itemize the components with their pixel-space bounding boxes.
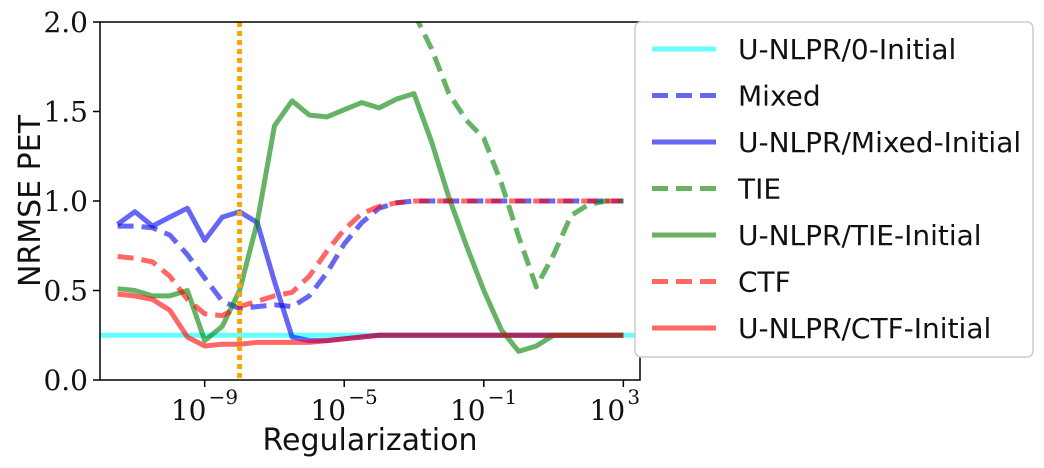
legend-label-mixed: Mixed: [738, 80, 821, 113]
y-axis-title: NRMSE PET: [13, 114, 48, 287]
legend-label-u-nlpr-ctf-initial: U-NLPR/CTF-Initial: [738, 312, 991, 345]
series-line-u-nlpr-ctf-initial: [117, 291, 624, 349]
y-tick-label: 1.5: [43, 96, 88, 129]
y-tick-label: 2.0: [43, 6, 88, 39]
y-tick-label: 0.0: [43, 364, 88, 397]
legend-label-u-nlpr-mixed-initial: U-NLPR/Mixed-Initial: [738, 126, 1021, 159]
legend-box: [634, 21, 1034, 358]
series-layer: [100, 22, 640, 354]
x-axis: 10 −9 10 −5 10 −1 10 3: [171, 380, 640, 427]
series-line-ctf: [117, 198, 624, 319]
series-line-tie: [415, 22, 624, 290]
x-tick-exponent: −1: [488, 385, 517, 409]
y-tick-label: 0.5: [43, 275, 88, 308]
legend-label-tie: TIE: [737, 173, 781, 206]
x-tick-label: 10: [450, 394, 486, 427]
x-tick-label: 10: [171, 394, 207, 427]
legend: U-NLPR/0-Initial Mixed U-NLPR/Mixed-Initia…: [634, 21, 1034, 358]
y-axis: 0.0 0.5 1.0 1.5 2.0: [43, 6, 100, 397]
x-tick-label: 10: [310, 394, 346, 427]
x-tick-exponent: 3: [627, 385, 640, 409]
legend-label-u-nlpr-0-initial: U-NLPR/0-Initial: [738, 33, 956, 66]
series-line-u-nlpr-tie-initial: [117, 91, 624, 354]
legend-label-u-nlpr-tie-initial: U-NLPR/TIE-Initial: [738, 219, 982, 252]
x-tick-exponent: −5: [348, 385, 377, 409]
x-tick-exponent: −9: [209, 385, 238, 409]
legend-label-ctf: CTF: [738, 266, 791, 299]
series-line-u-nlpr-mixed-initial: [116, 205, 624, 344]
x-axis-title: Regularization: [263, 423, 478, 458]
series-line-mixed: [117, 198, 624, 311]
x-tick-label: 10: [590, 394, 626, 427]
y-tick-label: 1.0: [43, 185, 88, 218]
